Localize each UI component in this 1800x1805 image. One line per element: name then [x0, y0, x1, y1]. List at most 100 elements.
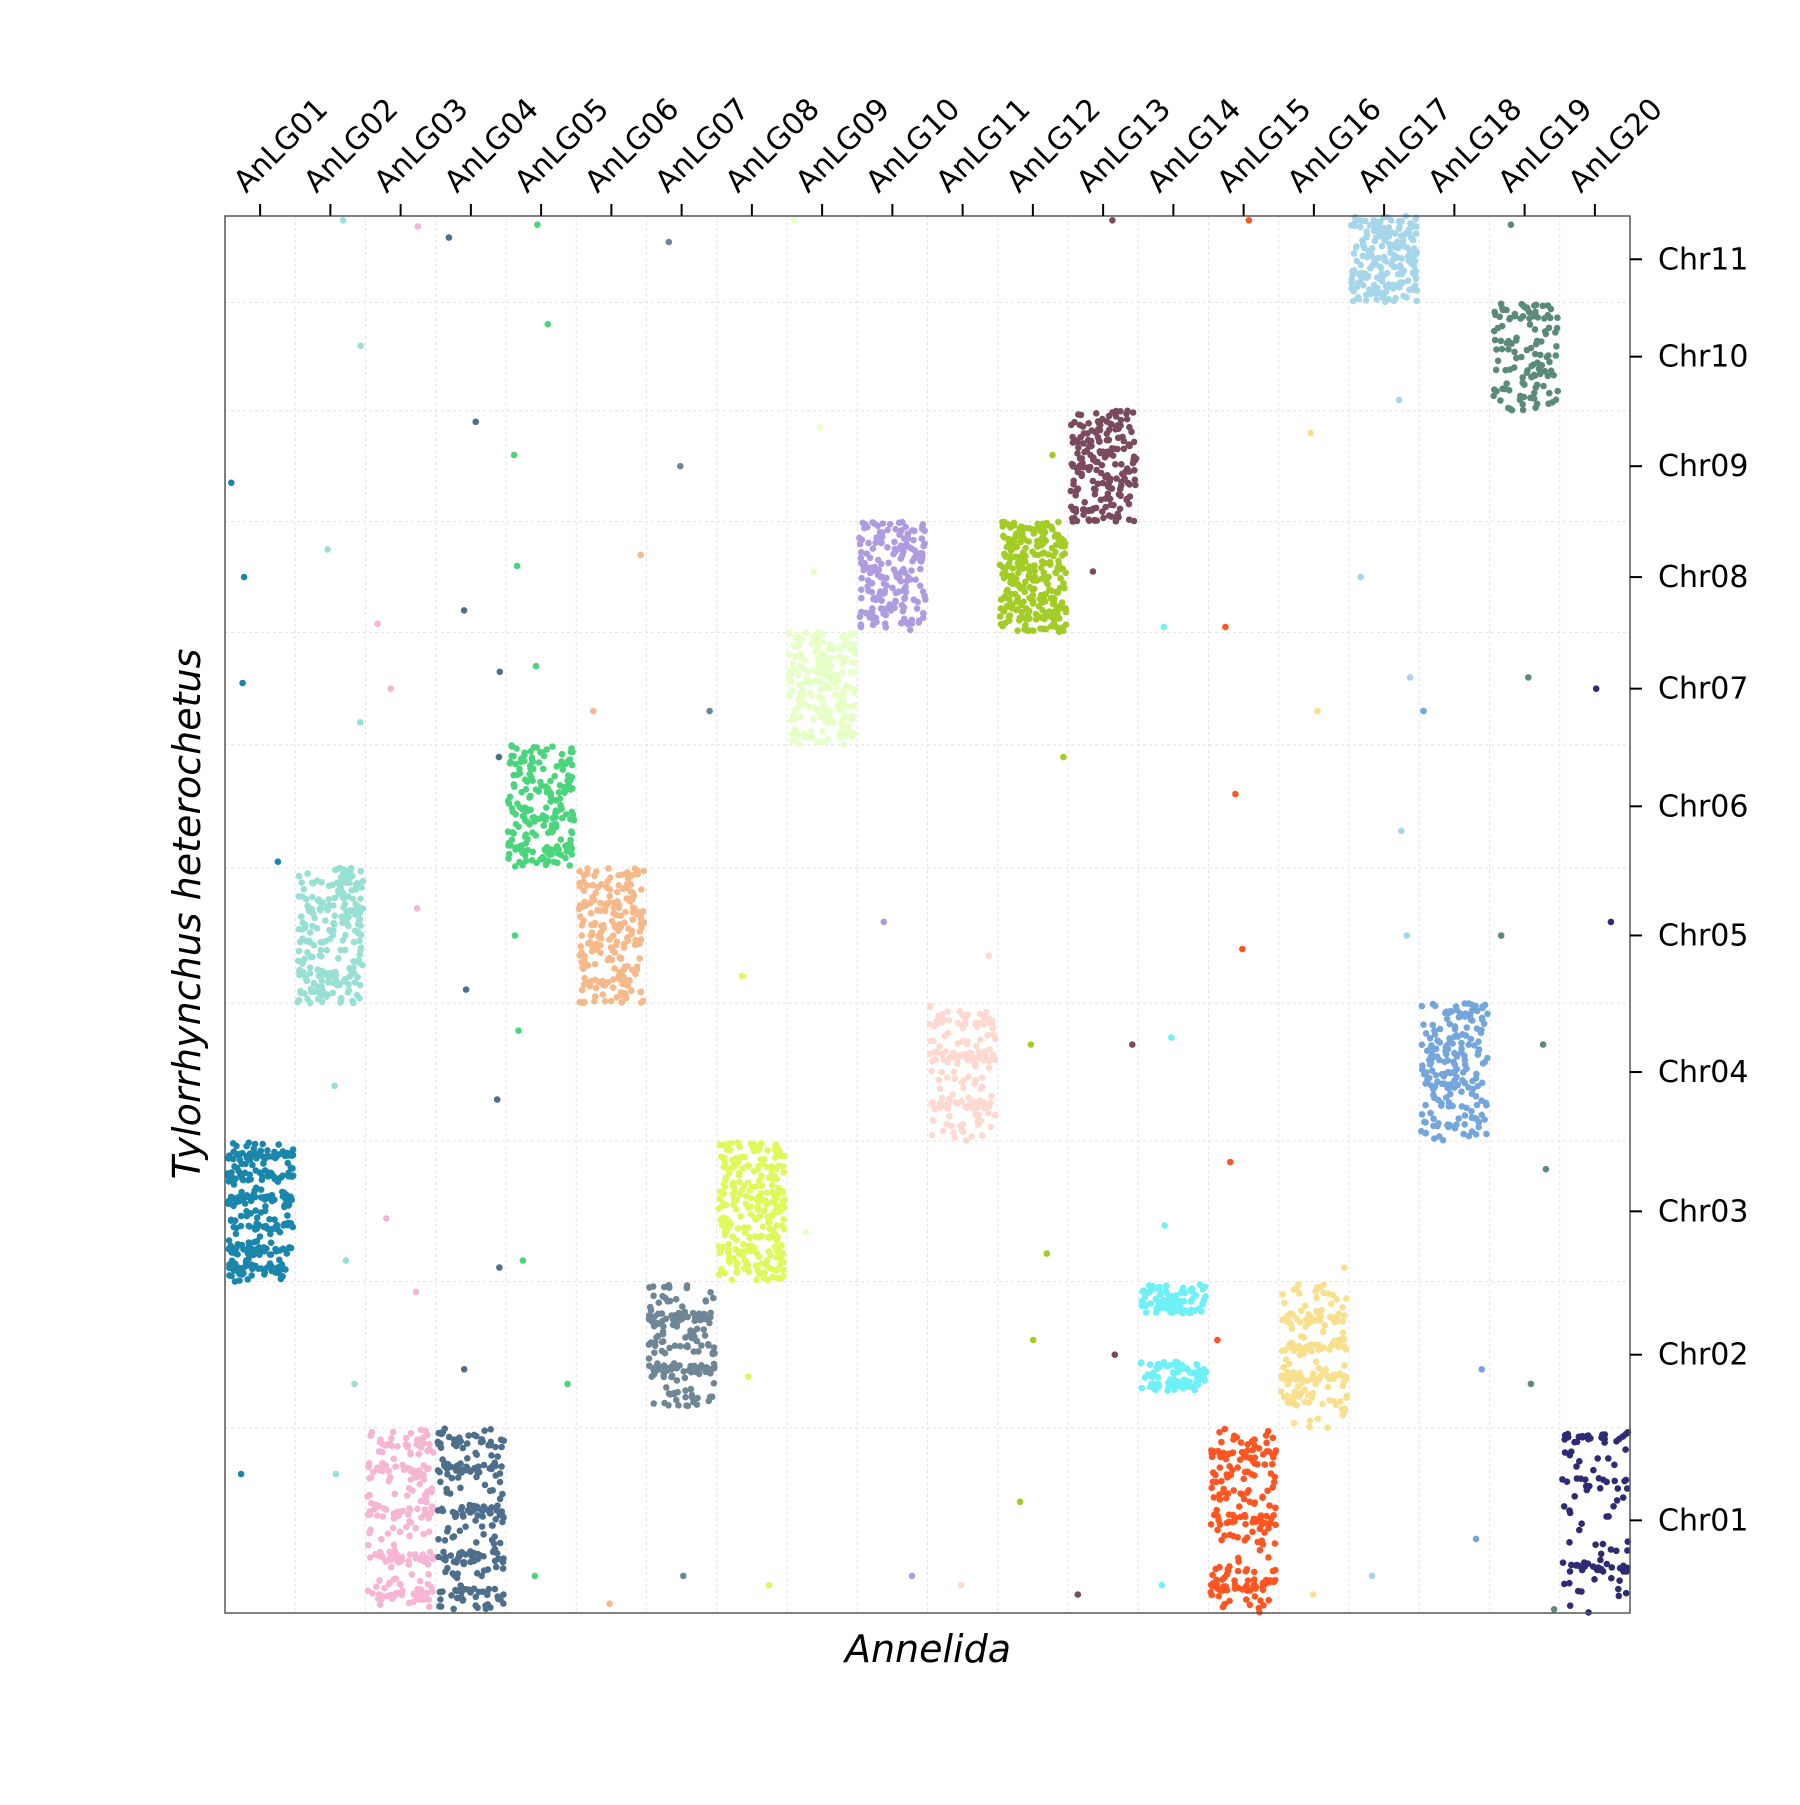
data-point — [251, 1140, 259, 1148]
data-point — [1261, 1461, 1269, 1468]
data-point — [347, 868, 354, 876]
data-point — [1465, 1000, 1473, 1007]
data-point — [1429, 1021, 1437, 1029]
data-point — [1282, 1356, 1290, 1363]
data-point — [707, 1289, 714, 1296]
data-point — [661, 1399, 668, 1407]
scatter-points — [224, 212, 1632, 1616]
data-point — [1613, 1497, 1621, 1504]
stray-data-point — [496, 1264, 503, 1271]
data-point — [1241, 1537, 1249, 1544]
data-point — [780, 1169, 788, 1176]
data-point — [562, 842, 569, 850]
data-point — [759, 1160, 767, 1167]
stray-data-point — [1027, 1041, 1035, 1048]
data-point — [951, 1134, 958, 1141]
data-point — [412, 1524, 420, 1532]
data-point — [885, 559, 892, 567]
data-point — [1249, 1528, 1256, 1536]
data-point — [275, 1141, 283, 1148]
data-point — [1370, 217, 1378, 224]
data-point — [598, 980, 606, 987]
data-point — [1573, 1438, 1581, 1446]
data-point — [335, 955, 342, 962]
data-point — [1445, 1103, 1453, 1110]
stray-data-point — [880, 918, 888, 926]
data-point — [733, 1269, 741, 1276]
data-point — [767, 1265, 775, 1272]
data-point — [1320, 1344, 1327, 1351]
data-point — [989, 1051, 997, 1059]
stray-data-point — [413, 905, 421, 912]
data-point — [251, 1238, 258, 1246]
data-point — [1350, 250, 1358, 257]
data-point — [233, 1142, 240, 1150]
data-point — [539, 765, 547, 773]
data-point — [480, 1531, 487, 1538]
data-point — [559, 766, 567, 773]
data-point — [246, 1152, 254, 1159]
data-point — [272, 1245, 279, 1253]
data-point — [252, 1207, 259, 1214]
data-point — [1092, 504, 1100, 512]
data-point — [1218, 1478, 1225, 1485]
data-point — [530, 765, 537, 773]
data-point — [1269, 1567, 1277, 1575]
data-point — [1342, 1346, 1350, 1353]
data-point — [1112, 461, 1119, 468]
data-point — [256, 1251, 263, 1258]
data-point — [597, 949, 604, 957]
data-point — [1210, 1494, 1218, 1501]
data-point — [956, 1007, 963, 1015]
data-point — [722, 1228, 730, 1235]
data-point — [877, 574, 885, 581]
data-point — [1348, 285, 1355, 292]
data-point — [420, 1530, 427, 1538]
data-point — [674, 1388, 681, 1396]
data-point — [359, 877, 367, 885]
data-point — [1092, 410, 1100, 417]
data-point — [729, 1182, 736, 1190]
data-point — [1517, 315, 1524, 322]
data-point — [1046, 586, 1053, 593]
data-point — [428, 1488, 435, 1496]
data-point — [1022, 524, 1029, 532]
data-point — [558, 750, 566, 758]
data-point — [1061, 550, 1069, 557]
data-point — [921, 592, 928, 599]
data-point — [1107, 420, 1114, 428]
data-point — [684, 1402, 692, 1410]
data-point — [300, 885, 308, 893]
stray-data-point — [1309, 1591, 1317, 1598]
data-point — [1256, 1546, 1264, 1554]
data-point — [357, 883, 364, 891]
stray-data-point — [1158, 1581, 1166, 1589]
data-point — [788, 687, 796, 694]
data-point — [244, 1250, 252, 1257]
data-point — [1458, 1039, 1465, 1047]
data-point — [376, 1577, 383, 1584]
data-point — [857, 621, 865, 628]
data-point — [599, 991, 606, 998]
data-point — [304, 949, 311, 956]
data-point — [318, 983, 326, 991]
stray-data-point — [816, 424, 824, 431]
data-point — [294, 957, 302, 965]
data-point — [1301, 1398, 1308, 1406]
data-point — [1057, 575, 1064, 582]
data-point — [1278, 1347, 1286, 1354]
data-point — [548, 846, 555, 853]
data-point — [496, 1495, 504, 1503]
data-point — [736, 1190, 744, 1198]
data-point — [779, 1201, 787, 1208]
data-point — [1505, 346, 1512, 353]
data-point — [1623, 1485, 1631, 1492]
data-point — [1603, 1560, 1611, 1568]
data-point — [751, 1244, 758, 1251]
stray-data-point — [637, 551, 644, 559]
data-point — [450, 1436, 458, 1443]
data-point — [1532, 340, 1540, 348]
data-point — [547, 777, 554, 785]
data-point — [623, 880, 631, 888]
data-point — [952, 1099, 959, 1106]
